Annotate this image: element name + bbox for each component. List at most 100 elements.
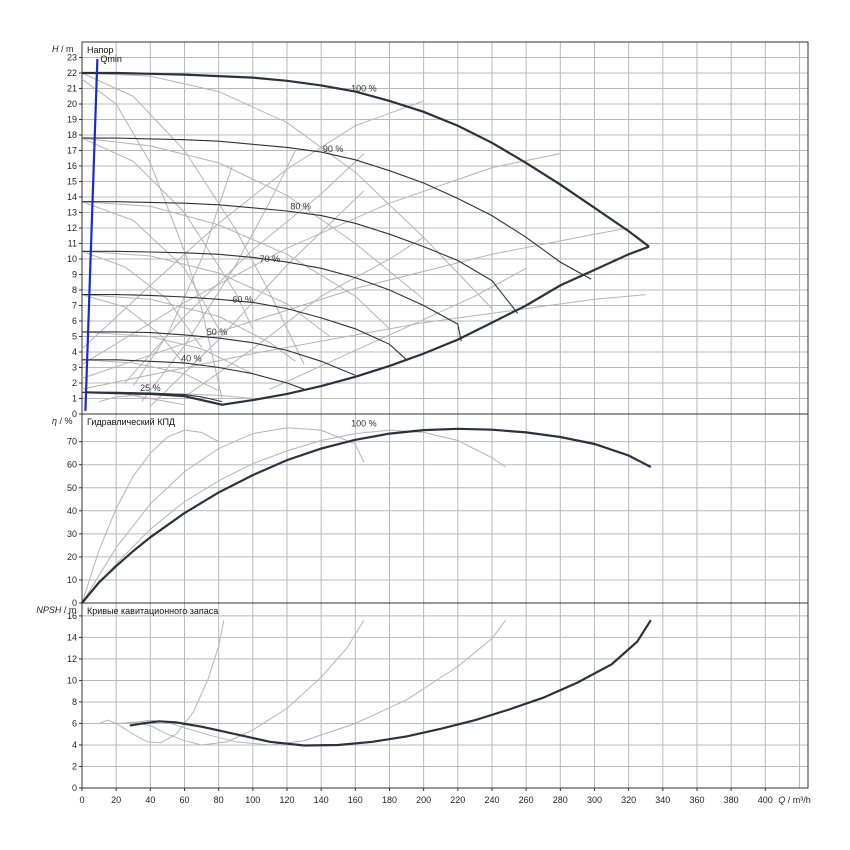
x-axis-unit: / m³/h (785, 795, 811, 805)
y-axis-label: NPSH / m (36, 605, 76, 615)
y-tick-label: 18 (67, 130, 77, 140)
speed-curve (82, 391, 223, 403)
qmin-label: Qmin (100, 54, 122, 64)
panel-title: Напор (87, 45, 113, 55)
secondary-curve (81, 227, 629, 379)
y-axis-label: η / % (52, 416, 73, 426)
y-tick-label: 20 (67, 99, 77, 109)
y-tick-label: 60 (67, 460, 77, 470)
y-tick-label: 70 (67, 437, 77, 447)
speed-curve-label: 70 % (260, 254, 281, 264)
y-tick-label: 8 (72, 697, 77, 707)
secondary-curve (132, 165, 233, 387)
x-tick-label: 40 (145, 795, 155, 805)
secondary-curve (81, 201, 390, 330)
secondary-curve (81, 250, 203, 348)
y-axis-variable: NPSH (36, 605, 62, 615)
secondary-curve (141, 150, 296, 402)
y-tick-label: 11 (68, 239, 77, 249)
y-tick-label: 0 (72, 598, 77, 608)
secondary-curve (81, 429, 506, 604)
y-tick-label: 19 (67, 115, 77, 125)
operating-envelope-curve (85, 245, 650, 406)
panel-title: Кривые кавитационного запаса (87, 606, 218, 616)
x-tick-label: 120 (279, 795, 294, 805)
y-tick-label: 13 (67, 208, 77, 218)
y-axis-unit: / m (61, 605, 76, 615)
speed-curve (82, 71, 650, 248)
y-axis-variable: H (52, 44, 59, 54)
x-tick-label: 360 (689, 795, 704, 805)
speed-curve (82, 294, 407, 361)
x-tick-label: 260 (519, 795, 534, 805)
y-tick-label: 10 (67, 254, 77, 264)
speed-curve-label: 60 % (232, 294, 253, 304)
secondary-curve (116, 619, 365, 746)
y-tick-label: 1 (72, 394, 77, 404)
y-tick-label: 21 (67, 84, 77, 94)
x-axis-label: Q / m³/h (778, 795, 811, 805)
y-tick-label: 16 (67, 611, 77, 621)
speed-curve (81, 427, 652, 604)
secondary-curve (269, 267, 527, 390)
y-tick-label: 50 (67, 483, 77, 493)
x-tick-label: 340 (655, 795, 670, 805)
y-tick-label: 3 (72, 363, 77, 373)
x-tick-label: 140 (314, 795, 329, 805)
speed-curve (82, 331, 356, 376)
secondary-curve (81, 72, 305, 365)
secondary-curve (81, 359, 219, 392)
y-tick-label: 7 (72, 301, 77, 311)
x-tick-label: 300 (587, 795, 602, 805)
panel-frame (81, 602, 809, 789)
x-tick-label: 380 (724, 795, 739, 805)
x-tick-label: 0 (79, 795, 84, 805)
y-tick-label: 2 (72, 378, 77, 388)
speed-curve (82, 201, 519, 314)
secondary-curve (184, 236, 424, 398)
x-tick-label: 160 (348, 795, 363, 805)
speed-curve (129, 619, 652, 747)
secondary-curve (81, 250, 331, 337)
qmin-line (84, 59, 99, 411)
y-axis-unit: / m (59, 44, 74, 54)
secondary-curve (81, 137, 254, 330)
y-tick-label: 20 (67, 552, 77, 562)
y-tick-label: 30 (67, 529, 77, 539)
y-tick-label: 4 (72, 347, 77, 357)
secondary-curve (124, 153, 365, 384)
x-tick-label: 280 (553, 795, 568, 805)
secondary-curve (81, 294, 646, 390)
y-tick-label: 16 (67, 161, 77, 171)
speed-curve-label: 100 % (351, 84, 377, 94)
y-axis-label: H / m (52, 44, 74, 54)
y-tick-label: 14 (67, 192, 77, 202)
secondary-curve (81, 153, 561, 365)
y-tick-label: 22 (67, 68, 77, 78)
x-axis-variable: Q (778, 795, 785, 805)
y-axis-variable: η (52, 416, 57, 426)
secondary-curve (149, 190, 365, 407)
x-tick-label: 400 (758, 795, 773, 805)
y-tick-label: 0 (72, 409, 77, 419)
speed-curve-label: 80 % (290, 201, 311, 211)
y-tick-label: 12 (67, 654, 77, 664)
speed-curve-label: 50 % (207, 327, 228, 337)
y-tick-label: 17 (67, 146, 77, 156)
secondary-curve (81, 137, 424, 300)
speed-curve-label: 100 % (351, 419, 377, 429)
secondary-curve (81, 331, 254, 375)
x-tick-label: 100 (245, 795, 260, 805)
y-tick-label: 8 (72, 285, 77, 295)
secondary-curve (81, 429, 219, 604)
x-tick-label: 80 (214, 795, 224, 805)
y-tick-label: 40 (67, 506, 77, 516)
x-tick-label: 180 (382, 795, 397, 805)
y-tick-label: 15 (67, 177, 77, 187)
y-tick-label: 5 (72, 332, 77, 342)
speed-curve (82, 137, 592, 280)
secondary-curve (81, 100, 424, 350)
x-tick-label: 200 (416, 795, 431, 805)
